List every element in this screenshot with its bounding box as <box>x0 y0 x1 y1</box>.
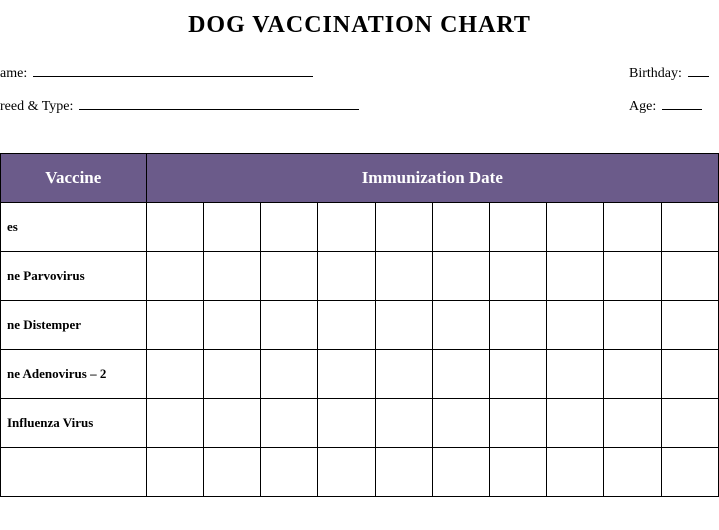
date-cell[interactable] <box>547 203 604 252</box>
date-cell[interactable] <box>203 301 260 350</box>
date-cell[interactable] <box>661 448 718 497</box>
date-cell[interactable] <box>604 301 661 350</box>
date-cell[interactable] <box>490 301 547 350</box>
date-cell[interactable] <box>547 301 604 350</box>
date-cell[interactable] <box>203 203 260 252</box>
date-cell[interactable] <box>146 448 203 497</box>
date-cell[interactable] <box>432 252 489 301</box>
table-header-row: Vaccine Immunization Date <box>1 154 719 203</box>
date-cell[interactable] <box>318 399 375 448</box>
date-cell[interactable] <box>661 350 718 399</box>
date-cell[interactable] <box>318 252 375 301</box>
date-cell[interactable] <box>604 350 661 399</box>
immunization-header: Immunization Date <box>146 154 718 203</box>
name-field: ame: <box>0 63 629 82</box>
date-cell[interactable] <box>432 448 489 497</box>
date-cell[interactable] <box>547 399 604 448</box>
date-cell[interactable] <box>432 203 489 252</box>
table-row: Influenza Virus <box>1 399 719 448</box>
vaccine-cell: ne Distemper <box>1 301 147 350</box>
date-cell[interactable] <box>604 448 661 497</box>
vaccine-cell: ne Adenovirus – 2 <box>1 350 147 399</box>
age-label: Age: <box>629 99 662 115</box>
date-cell[interactable] <box>432 301 489 350</box>
date-cell[interactable] <box>604 399 661 448</box>
vaccine-cell: es <box>1 203 147 252</box>
date-cell[interactable] <box>146 350 203 399</box>
date-cell[interactable] <box>490 448 547 497</box>
breed-label: reed & Type: <box>0 99 79 115</box>
vaccine-cell <box>1 448 147 497</box>
date-cell[interactable] <box>318 203 375 252</box>
birthday-label: Birthday: <box>629 66 688 82</box>
vaccine-cell: ne Parvovirus <box>1 252 147 301</box>
page-title: DOG VACCINATION CHART <box>0 0 719 45</box>
date-cell[interactable] <box>490 399 547 448</box>
date-cell[interactable] <box>261 252 318 301</box>
date-cell[interactable] <box>375 399 432 448</box>
date-cell[interactable] <box>547 350 604 399</box>
date-cell[interactable] <box>547 252 604 301</box>
date-cell[interactable] <box>432 350 489 399</box>
birthday-line[interactable] <box>688 63 709 77</box>
date-cell[interactable] <box>661 301 718 350</box>
table-row: es <box>1 203 719 252</box>
age-line[interactable] <box>662 96 702 110</box>
date-cell[interactable] <box>146 252 203 301</box>
date-cell[interactable] <box>146 203 203 252</box>
info-section: ame: reed & Type: Birthday: Age: <box>0 45 719 135</box>
date-cell[interactable] <box>203 350 260 399</box>
date-cell[interactable] <box>604 252 661 301</box>
name-label: ame: <box>0 66 33 82</box>
date-cell[interactable] <box>261 448 318 497</box>
date-cell[interactable] <box>146 399 203 448</box>
table-row: ne Distemper <box>1 301 719 350</box>
date-cell[interactable] <box>661 399 718 448</box>
date-cell[interactable] <box>490 350 547 399</box>
date-cell[interactable] <box>203 399 260 448</box>
birthday-field: Birthday: <box>629 63 709 82</box>
breed-field: reed & Type: <box>0 96 629 115</box>
date-cell[interactable] <box>318 350 375 399</box>
date-cell[interactable] <box>261 399 318 448</box>
date-cell[interactable] <box>203 448 260 497</box>
date-cell[interactable] <box>261 203 318 252</box>
name-line[interactable] <box>33 63 313 77</box>
breed-line[interactable] <box>79 96 359 110</box>
date-cell[interactable] <box>318 301 375 350</box>
date-cell[interactable] <box>604 203 661 252</box>
date-cell[interactable] <box>261 301 318 350</box>
date-cell[interactable] <box>661 203 718 252</box>
date-cell[interactable] <box>146 301 203 350</box>
vaccination-table: Vaccine Immunization Date esne Parvoviru… <box>0 153 719 497</box>
date-cell[interactable] <box>261 350 318 399</box>
date-cell[interactable] <box>432 399 489 448</box>
date-cell[interactable] <box>375 252 432 301</box>
date-cell[interactable] <box>547 448 604 497</box>
vaccine-header: Vaccine <box>1 154 147 203</box>
date-cell[interactable] <box>661 252 718 301</box>
date-cell[interactable] <box>318 448 375 497</box>
table-row <box>1 448 719 497</box>
date-cell[interactable] <box>375 203 432 252</box>
date-cell[interactable] <box>490 252 547 301</box>
table-row: ne Parvovirus <box>1 252 719 301</box>
table-row: ne Adenovirus – 2 <box>1 350 719 399</box>
age-field: Age: <box>629 96 709 115</box>
vaccine-cell: Influenza Virus <box>1 399 147 448</box>
date-cell[interactable] <box>490 203 547 252</box>
date-cell[interactable] <box>375 301 432 350</box>
date-cell[interactable] <box>375 448 432 497</box>
date-cell[interactable] <box>375 350 432 399</box>
date-cell[interactable] <box>203 252 260 301</box>
